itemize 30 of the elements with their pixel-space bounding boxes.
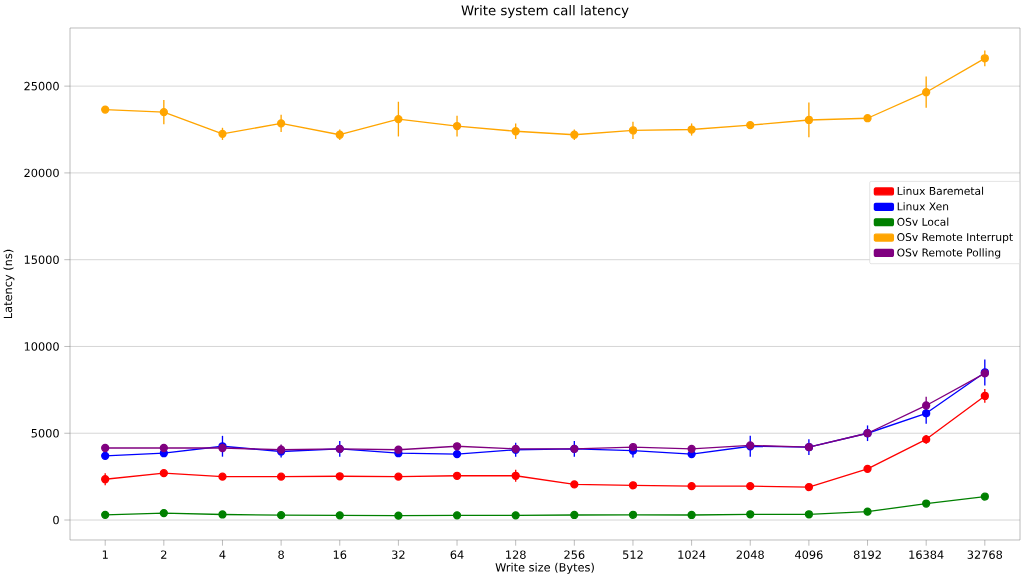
y-tick-label: 10000 xyxy=(24,342,59,351)
y-tick-label: 15000 xyxy=(24,255,59,264)
x-tick-label: 16384 xyxy=(909,550,944,559)
x-tick-label: 16 xyxy=(333,550,347,559)
x-axis-title: Write size (Bytes) xyxy=(495,562,594,574)
x-tick-label: 512 xyxy=(623,550,643,559)
x-tick-label: 64 xyxy=(450,550,464,559)
y-tick-label: 25000 xyxy=(24,81,59,91)
x-tick-label: 1024 xyxy=(678,550,706,559)
legend-label: OSv Local xyxy=(897,217,949,226)
x-tick-label: 8192 xyxy=(853,550,881,559)
y-tick-label: 20000 xyxy=(24,168,59,178)
chart-title: Write system call latency xyxy=(461,5,629,18)
x-tick-label: 256 xyxy=(564,550,585,559)
legend-label: Linux Xen xyxy=(897,202,949,211)
y-axis-title: Latency (ns) xyxy=(3,249,15,319)
x-tick-label: 32 xyxy=(392,550,405,559)
legend-label: Linux Baremetal xyxy=(897,186,984,195)
y-tick-label: 0 xyxy=(53,515,59,525)
x-tick-label: 4096 xyxy=(795,550,823,559)
x-tick-label: 2048 xyxy=(736,550,764,559)
x-tick-label: 8 xyxy=(278,550,284,559)
y-tick-label: 5000 xyxy=(31,428,59,438)
x-tick-label: 128 xyxy=(506,550,526,559)
x-tick-label: 32768 xyxy=(967,550,1003,559)
x-tick-label: 4 xyxy=(219,550,226,559)
legend-label: OSv Remote Interrupt xyxy=(897,233,1013,244)
x-tick-label: 1 xyxy=(102,550,108,559)
legend-label: OSv Remote Polling xyxy=(897,248,1001,259)
x-tick-label: 2 xyxy=(161,550,167,559)
